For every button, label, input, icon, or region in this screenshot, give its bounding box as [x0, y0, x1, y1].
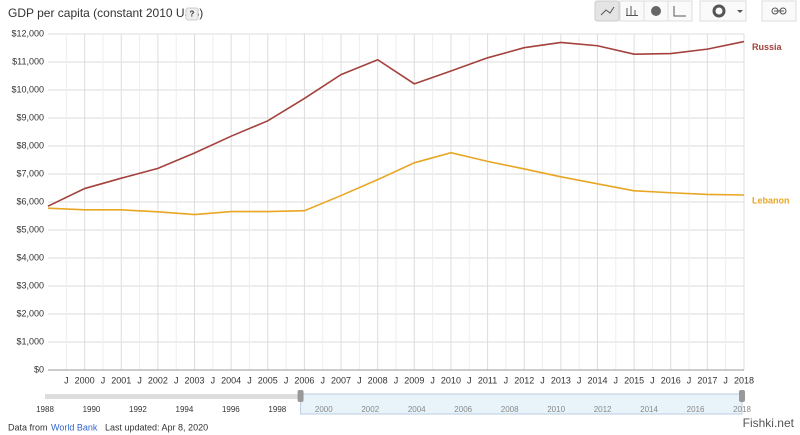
range-tick-label: 1988	[36, 405, 54, 414]
range-tick-label: 1996	[222, 405, 240, 414]
x-tick-label: J	[540, 375, 545, 385]
x-tick-label: J	[64, 375, 69, 385]
x-tick-label: J	[284, 375, 289, 385]
x-tick-label: 2009	[404, 375, 424, 385]
toolbar	[594, 0, 797, 22]
x-tick-label: J	[101, 375, 106, 385]
watermark: Fishki.net	[743, 416, 795, 430]
bar-view-button[interactable]	[619, 0, 645, 22]
gear-icon	[712, 4, 726, 18]
help-button[interactable]	[185, 7, 199, 21]
x-tick-label: J	[357, 375, 362, 385]
x-tick-label: J	[723, 375, 728, 385]
range-tick-label: 1992	[129, 405, 147, 414]
x-tick-label: J	[467, 375, 472, 385]
source-link[interactable]: World Bank	[51, 422, 98, 432]
x-tick-label: 2010	[441, 375, 461, 385]
x-tick-label: 2018	[734, 375, 754, 385]
x-tick-label: J	[394, 375, 399, 385]
y-tick-label: $10,000	[11, 84, 44, 94]
range-tick-label: 2016	[687, 405, 705, 414]
y-tick-label: $9,000	[16, 112, 44, 122]
range-tick-label: 1990	[83, 405, 101, 414]
x-tick-label: J	[211, 375, 216, 385]
range-tick-label: 2018	[733, 405, 751, 414]
range-tick-label: 2002	[361, 405, 379, 414]
x-tick-label: J	[650, 375, 655, 385]
x-tick-label: J	[577, 375, 582, 385]
x-tick-label: J	[687, 375, 692, 385]
globe-icon	[651, 6, 661, 16]
y-tick-label: $2,000	[16, 308, 44, 318]
x-tick-label: J	[320, 375, 325, 385]
range-tick-label: 2010	[547, 405, 565, 414]
range-tick-label: 2014	[640, 405, 658, 414]
grid	[48, 33, 745, 371]
series-label: Lebanon	[752, 195, 790, 205]
x-tick-label: 2008	[368, 375, 388, 385]
x-tick-label: 2005	[258, 375, 278, 385]
x-tick-label: 2002	[148, 375, 168, 385]
line-icon	[600, 6, 615, 16]
x-tick-label: 2004	[221, 375, 241, 385]
chart-title: GDP per capita (constant 2010 US$)	[8, 6, 203, 20]
x-tick-label: 2006	[294, 375, 314, 385]
x-tick-label: 2011	[478, 375, 497, 385]
y-tick-label: $3,000	[16, 280, 44, 290]
x-tick-label: 2007	[331, 375, 351, 385]
y-tick-label: $11,000	[12, 56, 44, 66]
y-tick-label: $1,000	[16, 336, 44, 346]
link-icon-ring	[771, 7, 779, 15]
series-label: Russia	[752, 42, 783, 52]
last-updated: Last updated: Apr 8, 2020	[105, 422, 208, 432]
y-tick-label: $4,000	[16, 252, 44, 262]
range-tick-label: 1994	[176, 405, 194, 414]
series-line	[47, 151, 745, 216]
range-selection	[300, 393, 743, 415]
range-tick-label: 2012	[594, 405, 612, 414]
x-tick-label: J	[174, 375, 179, 385]
x-tick-label: J	[247, 375, 252, 385]
x-tick-label: 2016	[661, 375, 681, 385]
x-tick-label: 2012	[514, 375, 534, 385]
y-tick-label: $12,000	[11, 28, 44, 38]
bar-icon	[626, 6, 638, 16]
y-tick-label: $8,000	[16, 140, 44, 150]
x-tick-label: 2013	[551, 375, 571, 385]
y-tick-label: $0	[34, 364, 44, 374]
x-tick-label: 2015	[624, 375, 644, 385]
scatter-axes-icon	[673, 6, 686, 17]
range-tick-label: 1998	[268, 405, 286, 414]
range-handle[interactable]	[297, 390, 304, 402]
x-tick-label: J	[430, 375, 435, 385]
range-tick-label: 2000	[315, 405, 333, 414]
help-label[interactable]: ?	[190, 10, 195, 19]
range-tick-label: 2004	[408, 405, 426, 414]
x-tick-label: 2000	[75, 375, 95, 385]
x-tick-label: 2003	[185, 375, 205, 385]
range-tick-label: 2006	[454, 405, 472, 414]
y-tick-label: $5,000	[16, 224, 44, 234]
x-tick-label: J	[614, 375, 619, 385]
link-icon-ring	[779, 7, 787, 15]
range-tick-label: 2008	[501, 405, 519, 414]
scatter-view-button[interactable]	[667, 0, 693, 22]
series-line	[47, 40, 745, 207]
dropdown-arrow	[737, 10, 743, 13]
x-tick-label: 2017	[697, 375, 717, 385]
x-tick-label: 2001	[111, 375, 131, 385]
range-handle[interactable]	[739, 390, 745, 402]
y-tick-label: $6,000	[16, 196, 44, 206]
x-tick-label: 2014	[587, 375, 607, 385]
source-prefix: Data from	[8, 422, 48, 432]
x-tick-label: J	[137, 375, 142, 385]
y-tick-label: $7,000	[16, 168, 44, 178]
x-tick-label: J	[504, 375, 509, 385]
